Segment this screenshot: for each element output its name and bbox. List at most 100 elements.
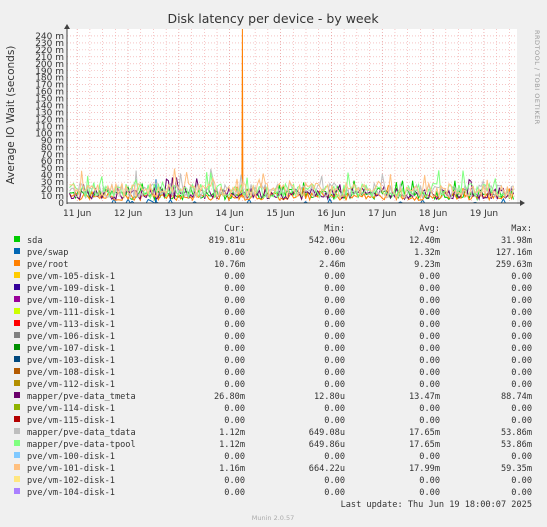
legend-cur-pve-vm-110-disk-1: 0.00 [224,296,245,306]
legend-avg-pve-vm-102-disk-1: 0.00 [419,476,440,486]
legend-max-pve-vm-105-disk-1: 0.00 [511,272,532,282]
legend-swatch-pve-vm-108-disk-1 [14,368,20,374]
legend-name-pve-vm-114-disk-1: pve/vm-114-disk-1 [27,404,115,414]
x-tick-label: 16 Jun [317,209,345,219]
legend-name-mapper-pve-data-tdata: mapper/pve-data_tdata [27,428,136,438]
y-tick-label: 210 m [35,53,64,63]
legend-min-pve-vm-104-disk-1: 0.00 [324,488,345,498]
legend-avg-mapper-pve-data-tpool: 17.65m [409,440,440,450]
legend-cur-pve-vm-100-disk-1: 0.00 [224,452,245,462]
series-line-pve-vm-101-disk-1 [69,168,514,200]
legend-avg-pve-vm-114-disk-1: 0.00 [419,404,440,414]
x-tick-label: 17 Jun [368,209,396,219]
legend-swatch-pve-vm-102-disk-1 [14,476,20,482]
legend-min-pve-vm-103-disk-1: 0.00 [324,356,345,366]
legend-swatch-pve-vm-114-disk-1 [14,404,20,410]
legend-max-pve-vm-110-disk-1: 0.00 [511,296,532,306]
y-tick-label: 130 m [35,109,64,119]
legend-avg-mapper-pve-data-tmeta: 13.47m [409,392,440,402]
legend-max-pve-vm-114-disk-1: 0.00 [511,404,532,414]
legend-name-pve-vm-105-disk-1: pve/vm-105-disk-1 [27,272,115,282]
legend-max-pve-vm-109-disk-1: 0.00 [511,284,532,294]
legend-col-max: Max: [511,224,532,234]
legend-avg-pve-vm-104-disk-1: 0.00 [419,488,440,498]
legend-avg-pve-vm-110-disk-1: 0.00 [419,296,440,306]
legend-cur-mapper-pve-data-tmeta: 26.80m [214,392,245,402]
legend-name-pve-vm-104-disk-1: pve/vm-104-disk-1 [27,488,115,498]
x-tick-label: 15 Jun [266,209,294,219]
legend-name-pve-swap: pve/swap [27,248,68,258]
legend-max-pve-vm-111-disk-1: 0.00 [511,308,532,318]
legend-swatch-pve-vm-109-disk-1 [14,284,20,290]
legend-min-pve-vm-115-disk-1: 0.00 [324,416,345,426]
legend-min-pve-vm-107-disk-1: 0.00 [324,344,345,354]
legend-max-pve-vm-106-disk-1: 0.00 [511,332,532,342]
legend-name-pve-vm-100-disk-1: pve/vm-100-disk-1 [27,452,115,462]
legend-min-pve-vm-114-disk-1: 0.00 [324,404,345,414]
y-tick-label: 60 m [41,157,64,167]
axes [64,24,525,206]
legend-cur-pve-vm-103-disk-1: 0.00 [224,356,245,366]
chart-title: Disk latency per device - by week [167,11,379,26]
legend-swatch-pve-swap [14,248,20,254]
legend-min-mapper-pve-data-tpool: 649.86u [309,440,345,450]
legend-max-pve-vm-113-disk-1: 0.00 [511,320,532,330]
legend-cur-pve-vm-114-disk-1: 0.00 [224,404,245,414]
legend-max-pve-vm-102-disk-1: 0.00 [511,476,532,486]
legend-col-avg: Avg: [419,224,440,234]
legend-min-pve-vm-102-disk-1: 0.00 [324,476,345,486]
rrdtool-watermark: RRDTOOL / TOBI OETIKER [533,30,541,125]
y-tick-label: 120 m [35,115,64,125]
y-tick-label: 180 m [35,74,64,84]
y-tick-label: 30 m [41,178,64,188]
legend-max-pve-swap: 127.16m [496,248,532,258]
legend-name-pve-vm-112-disk-1: pve/vm-112-disk-1 [27,380,115,390]
y-tick-label: 40 m [41,171,64,181]
legend-avg-pve-vm-100-disk-1: 0.00 [419,452,440,462]
legend-min-pve-swap: 0.00 [324,248,345,258]
legend-min-pve-vm-113-disk-1: 0.00 [324,320,345,330]
y-tick-label: 0 [58,199,64,209]
legend-swatch-sda [14,236,20,242]
munin-version: Munin 2.0.57 [252,514,295,522]
legend-avg-pve-vm-113-disk-1: 0.00 [419,320,440,330]
legend-name-pve-vm-109-disk-1: pve/vm-109-disk-1 [27,284,115,294]
legend-swatch-pve-vm-113-disk-1 [14,320,20,326]
y-axis-arrow [64,24,70,29]
y-tick-label: 200 m [35,60,64,70]
legend-min-pve-vm-106-disk-1: 0.00 [324,332,345,342]
legend-name-pve-vm-115-disk-1: pve/vm-115-disk-1 [27,416,115,426]
legend-cur-mapper-pve-data-tpool: 1.12m [219,440,245,450]
y-tick-label: 150 m [35,95,64,105]
legend-avg-sda: 12.40m [409,236,440,246]
legend-swatch-pve-vm-110-disk-1 [14,296,20,302]
legend-swatch-pve-vm-106-disk-1 [14,332,20,338]
legend-cur-pve-vm-102-disk-1: 0.00 [224,476,245,486]
legend-swatch-mapper-pve-data-tdata [14,428,20,434]
legend-name-pve-vm-101-disk-1: pve/vm-101-disk-1 [27,464,115,474]
legend-max-pve-root: 259.63m [496,260,532,270]
legend-min-pve-vm-100-disk-1: 0.00 [324,452,345,462]
legend-swatch-pve-vm-115-disk-1 [14,416,20,422]
x-tick-label: 11 Jun [63,209,91,219]
legend-avg-pve-vm-112-disk-1: 0.00 [419,380,440,390]
legend-name-pve-vm-106-disk-1: pve/vm-106-disk-1 [27,332,115,342]
y-tick-label: 70 m [41,150,64,160]
legend-name-pve-vm-108-disk-1: pve/vm-108-disk-1 [27,368,115,378]
legend-cur-pve-vm-109-disk-1: 0.00 [224,284,245,294]
legend-name-mapper-pve-data-tmeta: mapper/pve-data_tmeta [27,392,136,402]
legend-min-mapper-pve-data-tmeta: 12.80u [314,392,345,402]
legend-name-pve-root: pve/root [27,260,68,270]
legend-avg-pve-swap: 1.32m [414,248,440,258]
legend-cur-pve-root: 10.76m [214,260,245,270]
x-tick-label: 13 Jun [165,209,193,219]
legend-avg-pve-vm-108-disk-1: 0.00 [419,368,440,378]
legend-col-min: Min: [324,224,345,234]
legend-swatch-pve-vm-111-disk-1 [14,308,20,314]
legend-cur-pve-vm-101-disk-1: 1.16m [219,464,245,474]
legend-swatch-pve-vm-105-disk-1 [14,272,20,278]
y-tick-label: 160 m [35,88,64,98]
x-tick-label: 19 Jun [470,209,498,219]
y-axis-ticks: 010 m20 m30 m40 m50 m60 m70 m80 m90 m100… [35,32,64,209]
